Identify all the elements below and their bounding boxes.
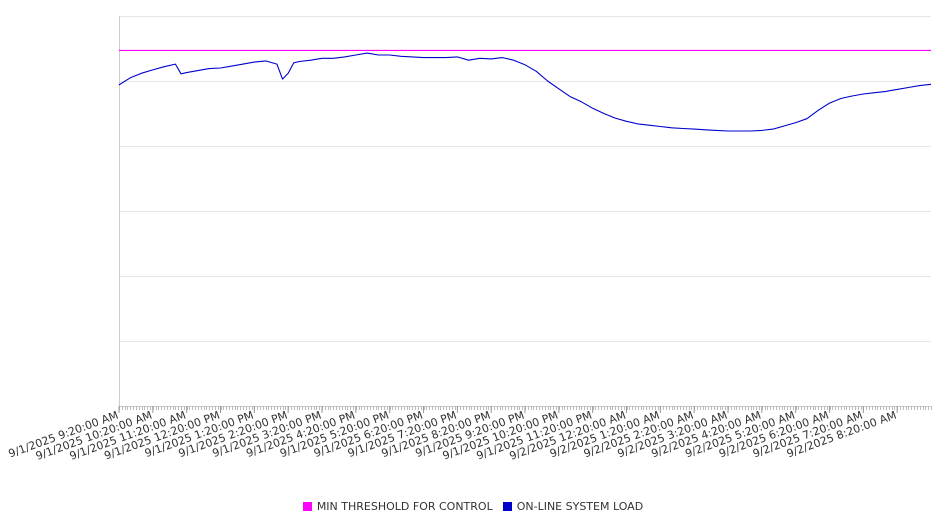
grid-lines bbox=[119, 16, 931, 407]
legend-label-threshold: MIN THRESHOLD FOR CONTROL bbox=[316, 499, 493, 513]
series-lines bbox=[118, 49, 932, 132]
series-line-system-load bbox=[118, 52, 932, 132]
legend: MIN THRESHOLD FOR CONTROL ON-LINE SYSTEM… bbox=[0, 498, 946, 514]
legend-swatch-threshold bbox=[302, 501, 312, 511]
legend-swatch-system-load bbox=[502, 501, 512, 511]
axes bbox=[119, 16, 932, 410]
x-tick-labels: 9/1/2025 9:20:00 AM9/1/2025 10:20:00 AM9… bbox=[7, 406, 898, 463]
legend-item-system-load[interactable]: ON-LINE SYSTEM LOAD bbox=[502, 499, 644, 513]
legend-label-system-load: ON-LINE SYSTEM LOAD bbox=[516, 499, 644, 513]
legend-item-threshold[interactable]: MIN THRESHOLD FOR CONTROL bbox=[302, 499, 493, 513]
